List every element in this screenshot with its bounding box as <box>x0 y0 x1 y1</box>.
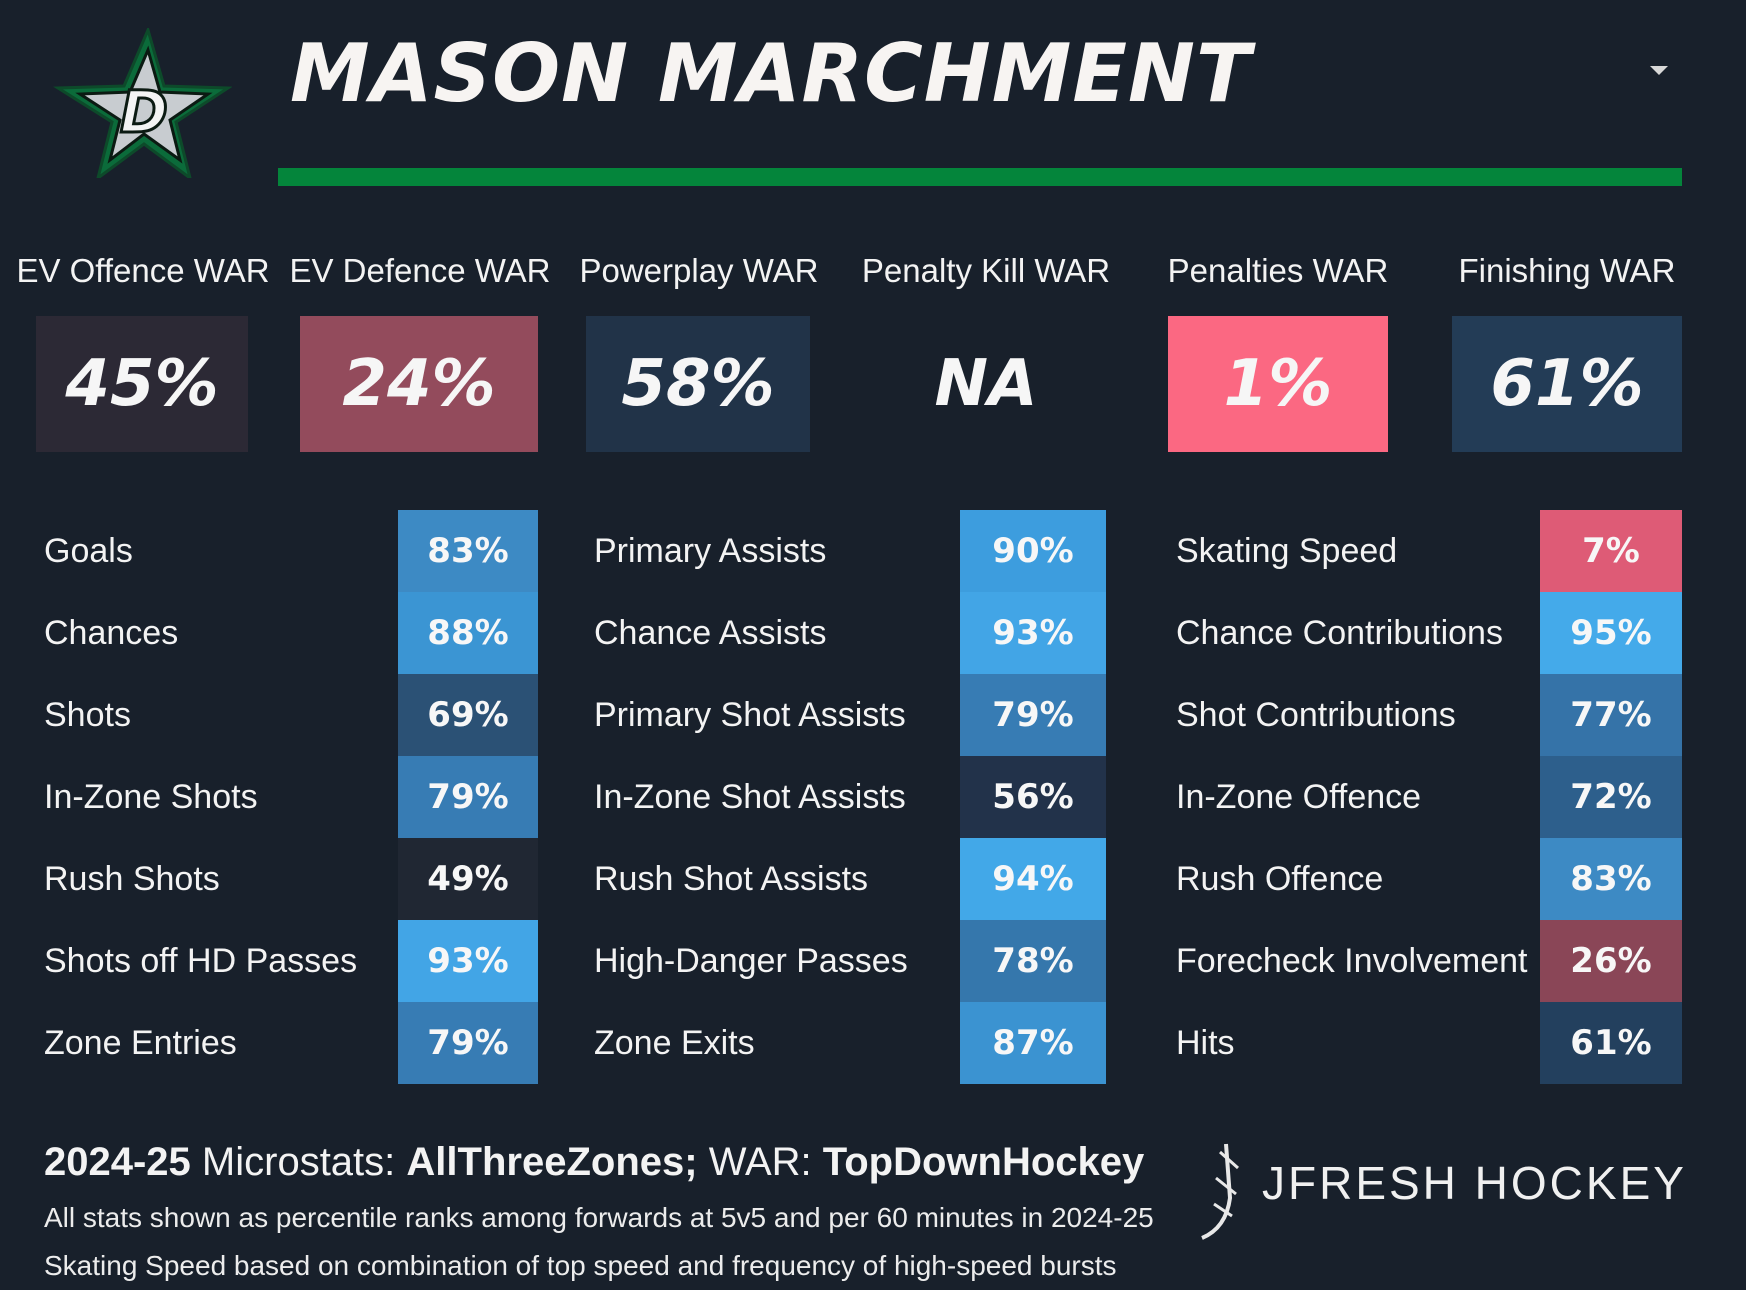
stat-value: 94% <box>960 838 1106 920</box>
stat-value: 72% <box>1540 756 1682 838</box>
stat-label: Shots <box>44 696 131 734</box>
stat-label: Rush Shot Assists <box>594 860 869 898</box>
title-underline <box>278 168 1682 186</box>
stat-label: High-Danger Passes <box>594 942 908 980</box>
hockey-stick-icon <box>1201 1143 1239 1240</box>
stat-value: 95% <box>1540 592 1682 674</box>
stat-value: 83% <box>398 510 538 592</box>
stat-label: Hits <box>1176 1024 1235 1062</box>
war-value: 1% <box>1168 316 1388 452</box>
footer-war-label: WAR: <box>708 1140 812 1184</box>
stat-value: 26% <box>1540 920 1682 1002</box>
stat-value: 61% <box>1540 1002 1682 1084</box>
player-name: MASON MARCHMENT <box>290 27 1252 120</box>
footer-microstats-source: AllThreeZones; <box>406 1140 698 1184</box>
stat-value: 79% <box>398 1002 538 1084</box>
stat-label: In-Zone Shots <box>44 778 258 816</box>
brand-logo <box>1196 1138 1676 1248</box>
stat-label: Zone Entries <box>44 1024 237 1062</box>
war-value: 58% <box>586 316 810 452</box>
footer-microstats-label: Microstats: <box>201 1140 396 1184</box>
stat-value: 93% <box>960 592 1106 674</box>
war-label: Penalty Kill WAR <box>861 252 1111 289</box>
stat-label: Shots off HD Passes <box>44 942 358 980</box>
stat-label: In-Zone Offence <box>1176 778 1422 816</box>
stat-value: 7% <box>1540 510 1682 592</box>
stat-label: Rush Offence <box>1176 860 1384 898</box>
footer-season: 2024-25 <box>44 1140 191 1184</box>
logo-letter: D <box>120 78 168 146</box>
war-label: Powerplay WAR <box>579 252 819 289</box>
war-label: EV Offence WAR <box>16 252 270 289</box>
stat-value: 79% <box>398 756 538 838</box>
stat-label: Chance Contributions <box>1176 614 1503 652</box>
war-value: 45% <box>36 316 248 452</box>
footer-note-skating: Skating Speed based on combination of to… <box>44 1250 1117 1281</box>
dallas-stars-logo-icon: D <box>53 25 233 182</box>
stat-label: Goals <box>44 532 133 570</box>
footer-title: 2024-25 Microstats: AllThreeZones; WAR: … <box>44 1140 1144 1185</box>
war-label: EV Defence WAR <box>289 252 551 289</box>
stat-label: Skating Speed <box>1176 532 1398 570</box>
stat-value: 79% <box>960 674 1106 756</box>
stat-value: 56% <box>960 756 1106 838</box>
footer-war-source: TopDownHockey <box>822 1140 1145 1184</box>
stat-label: Primary Assists <box>594 532 827 570</box>
war-value: 24% <box>300 316 538 452</box>
stat-value: 77% <box>1540 674 1682 756</box>
stat-value: 78% <box>960 920 1106 1002</box>
stat-label: Shot Contributions <box>1176 696 1456 734</box>
war-label: Finishing WAR <box>1458 252 1676 289</box>
footer-note-percentiles: All stats shown as percentile ranks amon… <box>44 1202 1154 1233</box>
team-logo: D <box>52 25 233 182</box>
war-value: NA <box>876 316 1096 452</box>
stat-value: 87% <box>960 1002 1106 1084</box>
stat-label: Primary Shot Assists <box>594 696 906 734</box>
stat-label: Chance Assists <box>594 614 827 652</box>
chevron-down-icon[interactable] <box>1650 66 1668 75</box>
stat-value: 88% <box>398 592 538 674</box>
stat-value: 90% <box>960 510 1106 592</box>
stat-value: 49% <box>398 838 538 920</box>
stat-label: In-Zone Shot Assists <box>594 778 906 816</box>
brand-name: JFRESH HOCKEY <box>1262 1157 1687 1209</box>
stat-value: 83% <box>1540 838 1682 920</box>
stat-label: Forecheck Involvement <box>1176 942 1528 980</box>
stat-label: Zone Exits <box>594 1024 755 1062</box>
stat-label: Chances <box>44 614 179 652</box>
stat-label: Rush Shots <box>44 860 220 898</box>
war-label: Penalties WAR <box>1167 252 1389 289</box>
war-value: 61% <box>1452 316 1682 452</box>
stat-value: 93% <box>398 920 538 1002</box>
stat-value: 69% <box>398 674 538 756</box>
